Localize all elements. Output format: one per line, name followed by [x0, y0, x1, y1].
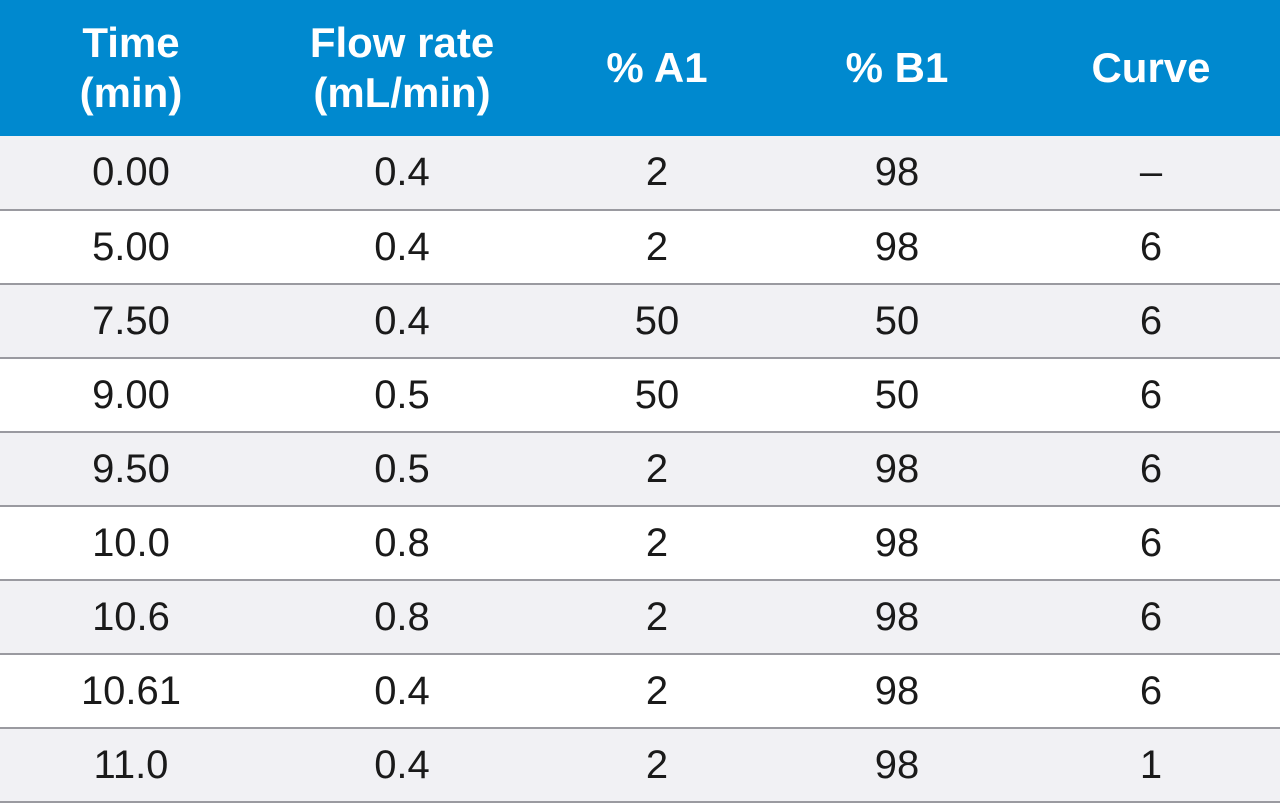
cell-flow-rate: 0.5 — [262, 432, 542, 507]
cell-percent-a1: 2 — [542, 654, 772, 729]
header-time-line1: Time — [82, 19, 180, 66]
cell-flow-rate: 0.8 — [262, 580, 542, 655]
cell-curve: 6 — [1022, 654, 1280, 729]
cell-curve: 6 — [1022, 432, 1280, 507]
cell-percent-b1: 98 — [772, 580, 1022, 655]
cell-flow-rate: 0.4 — [262, 136, 542, 211]
cell-curve: – — [1022, 136, 1280, 211]
cell-curve: 6 — [1022, 506, 1280, 581]
cell-time: 10.0 — [0, 506, 262, 581]
table-row: 7.50 0.4 50 50 6 — [0, 284, 1280, 359]
cell-percent-a1: 2 — [542, 580, 772, 655]
header-percent-b1-label: % B1 — [845, 44, 949, 91]
cell-percent-a1: 2 — [542, 506, 772, 581]
cell-flow-rate: 0.4 — [262, 654, 542, 729]
table-row: 9.00 0.5 50 50 6 — [0, 358, 1280, 433]
cell-flow-rate: 0.4 — [262, 284, 542, 359]
cell-flow-rate: 0.5 — [262, 358, 542, 433]
cell-flow-rate: 0.4 — [262, 728, 542, 803]
cell-curve: 1 — [1022, 728, 1280, 803]
table-row: 0.00 0.4 2 98– — [0, 136, 1280, 211]
cell-flow-rate: 0.4 — [262, 210, 542, 285]
cell-flow-rate: 0.8 — [262, 506, 542, 581]
cell-percent-a1: 2 — [542, 136, 772, 211]
cell-curve: 6 — [1022, 358, 1280, 433]
cell-time: 10.61 — [0, 654, 262, 729]
table-row: 11.0 0.4 2 98 1 — [0, 728, 1280, 803]
table-row: 10.6 0.8 2 98 6 — [0, 580, 1280, 655]
table-row: 10.61 0.4 2 98 6 — [0, 654, 1280, 729]
cell-percent-b1: 98 — [772, 728, 1022, 803]
cell-time: 7.50 — [0, 284, 262, 359]
cell-percent-b1: 98 — [772, 654, 1022, 729]
table-row: 9.50 0.5 2 98 6 — [0, 432, 1280, 507]
cell-percent-b1: 98 — [772, 432, 1022, 507]
cell-percent-b1: 98 — [772, 506, 1022, 581]
header-row: Time (min) Flow rate (mL/min) % A1 % B1 … — [0, 0, 1280, 136]
header-percent-b1: % B1 — [772, 0, 1022, 136]
header-time-line2: (min) — [79, 69, 183, 116]
cell-curve: 6 — [1022, 210, 1280, 285]
cell-percent-a1: 2 — [542, 210, 772, 285]
table-row: 5.00 0.4 2 98 6 — [0, 210, 1280, 285]
table-body: 0.00 0.4 2 98–5.00 0.4 2 98 6 7.50 0.4 50 50 6 9.00 0.… — [0, 136, 1280, 803]
header-percent-a1: % A1 — [542, 0, 772, 136]
header-percent-a1-label: % A1 — [606, 44, 708, 91]
table-header: Time (min) Flow rate (mL/min) % A1 % B1 … — [0, 0, 1280, 136]
cell-percent-a1: 2 — [542, 728, 772, 803]
cell-percent-a1: 50 — [542, 358, 772, 433]
header-flow-rate-line1: Flow rate — [309, 19, 495, 66]
cell-percent-b1: 50 — [772, 284, 1022, 359]
cell-time: 9.00 — [0, 358, 262, 433]
cell-time: 10.6 — [0, 580, 262, 655]
cell-time: 11.0 — [0, 728, 262, 803]
cell-curve: 6 — [1022, 284, 1280, 359]
cell-curve: 6 — [1022, 580, 1280, 655]
cell-percent-b1: 98 — [772, 210, 1022, 285]
table-row: 10.0 0.8 2 98 6 — [0, 506, 1280, 581]
cell-percent-a1: 50 — [542, 284, 772, 359]
header-curve-label: Curve — [1091, 44, 1211, 91]
header-flow-rate-line2: (mL/min) — [313, 69, 491, 116]
cell-time: 0.00 — [0, 136, 262, 211]
header-time: Time (min) — [0, 0, 262, 136]
cell-percent-b1: 98 — [772, 136, 1022, 211]
header-curve: Curve — [1022, 0, 1280, 136]
cell-time: 5.00 — [0, 210, 262, 285]
cell-time: 9.50 — [0, 432, 262, 507]
header-flow-rate: Flow rate (mL/min) — [262, 0, 542, 136]
cell-percent-b1: 50 — [772, 358, 1022, 433]
cell-percent-a1: 2 — [542, 432, 772, 507]
